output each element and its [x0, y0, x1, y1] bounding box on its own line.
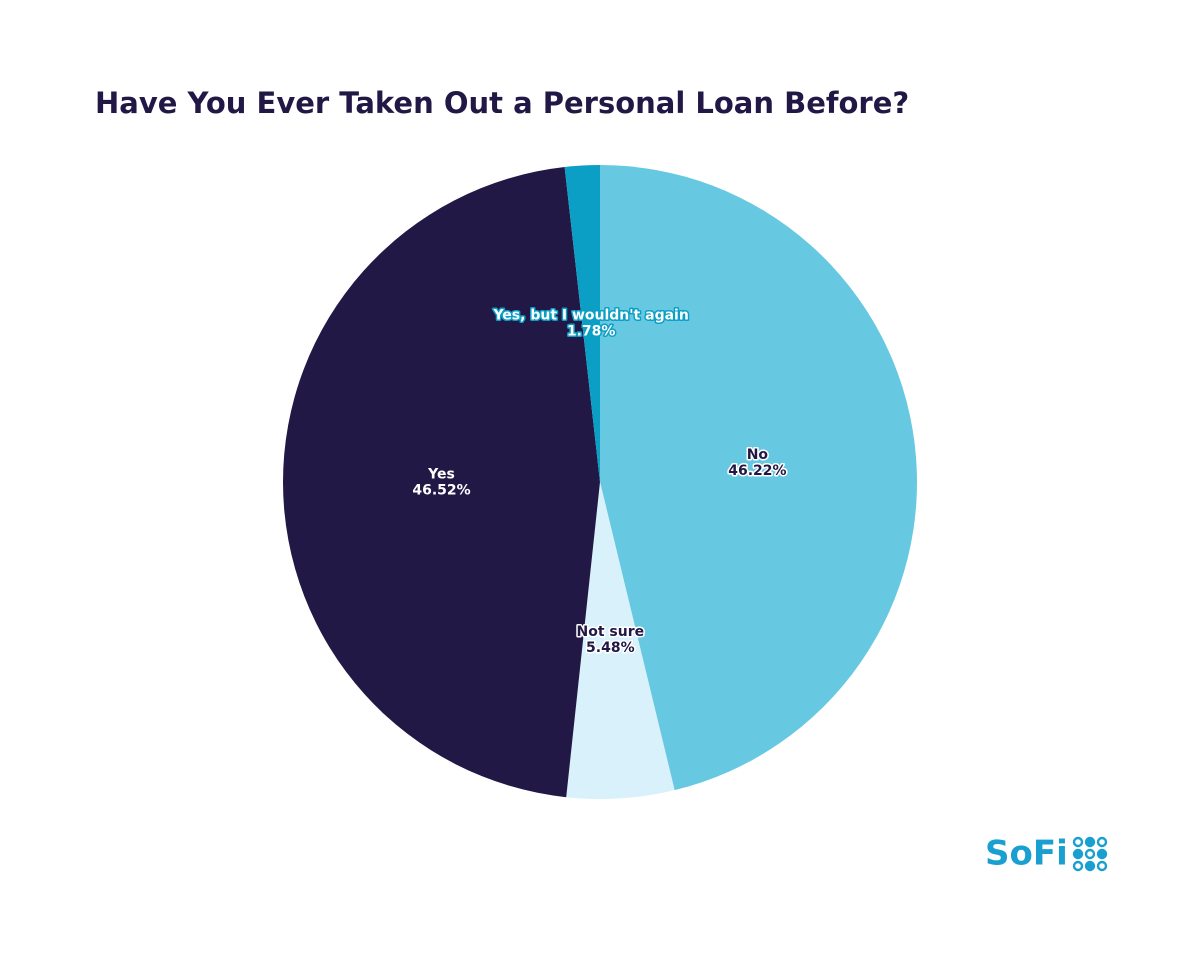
pie [282, 165, 918, 799]
brand-name: SoFi [985, 834, 1068, 874]
slice-value-label: 46.52% [412, 482, 470, 498]
pie-slice [564, 165, 600, 482]
slice-label: Not sure [577, 624, 645, 640]
pie-slice [566, 482, 675, 799]
logo: SoFi [985, 834, 1108, 874]
slice-label: Yes, but I wouldn't again [492, 308, 688, 324]
slice-label: Yes [427, 466, 455, 482]
slice-value-label: 1.78% [567, 324, 616, 340]
slice-value-label: 5.48% [586, 640, 635, 656]
slice-label: No [747, 447, 769, 463]
pie-slice [600, 165, 918, 791]
brand-icon [1072, 836, 1108, 872]
chart-title: Have You Ever Taken Out a Personal Loan … [95, 86, 909, 120]
slice-value-label: 46.22% [728, 463, 786, 479]
pie-slice [282, 166, 600, 798]
